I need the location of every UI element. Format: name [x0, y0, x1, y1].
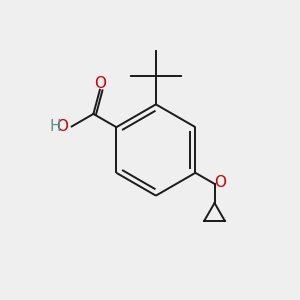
Text: H: H	[50, 119, 61, 134]
Text: O: O	[214, 175, 226, 190]
Text: O: O	[56, 119, 68, 134]
Text: O: O	[94, 76, 106, 91]
